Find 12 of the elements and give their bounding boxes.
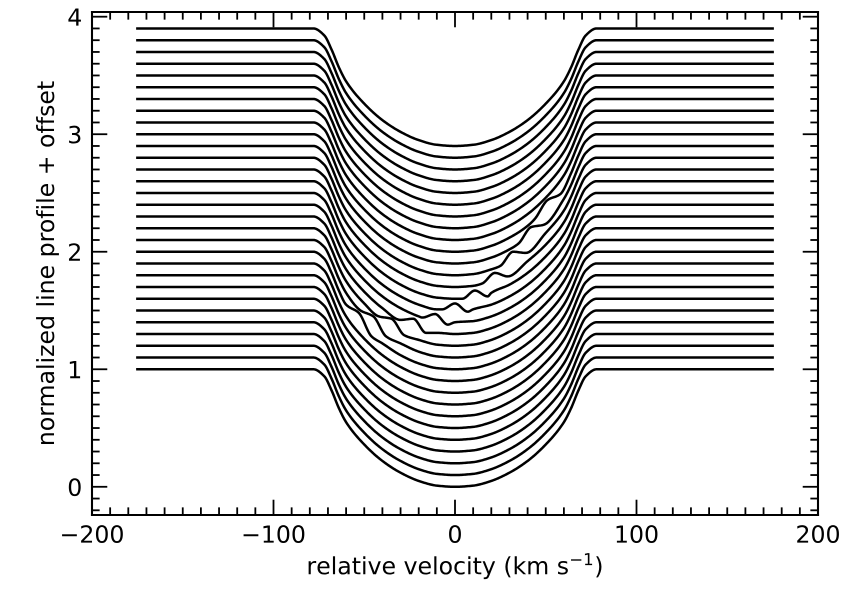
x-tick-label: −200 [62,525,123,543]
y-tick-label: 0 [68,478,81,496]
y-axis-title: normalized line profile + offset [36,81,59,444]
y-tick-label: 4 [68,8,81,26]
x-tick-label: 100 [616,525,658,543]
x-tick-label: 0 [449,525,461,543]
y-tick-label: 1 [70,361,80,378]
y-tick-label: 3 [69,126,80,144]
y-tick-label: 2 [68,243,80,261]
x-tick-label: −100 [244,525,304,543]
x-axis-title: relative velocity (km s$^{−1}$) [308,553,602,580]
x-tick-label: 200 [797,525,839,543]
